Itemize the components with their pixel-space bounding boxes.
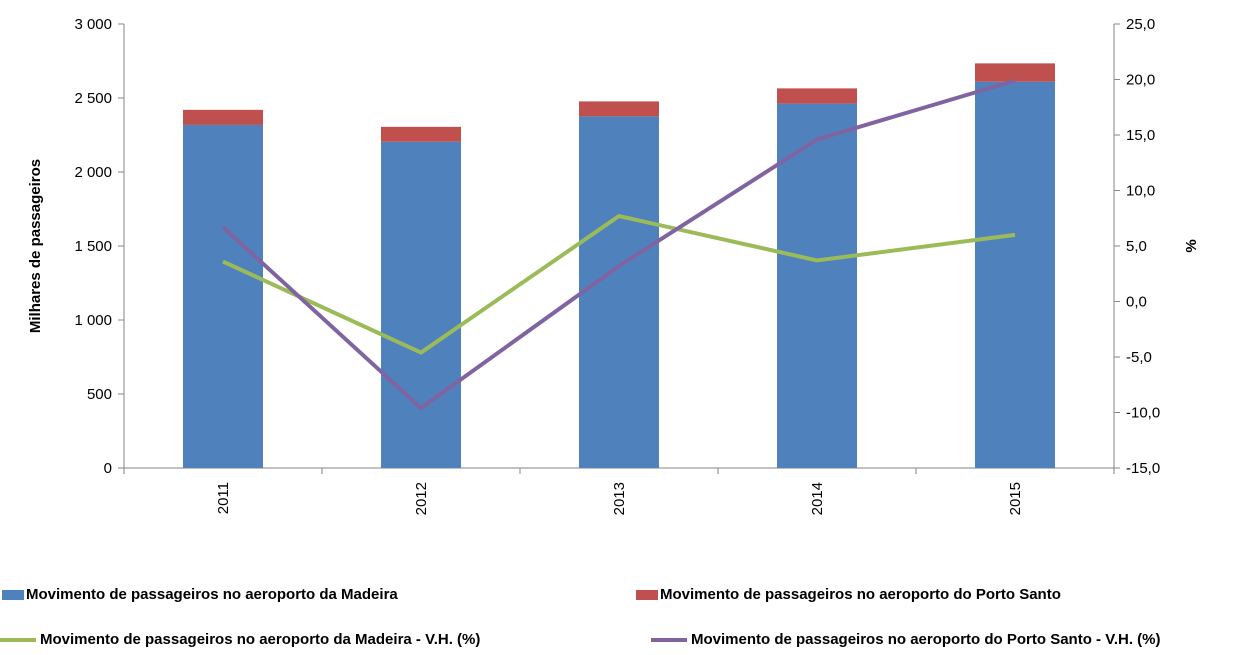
- left-tick-label: 3 000: [74, 16, 112, 33]
- left-tick-label: 1 500: [74, 238, 112, 255]
- legend-label-madeira-vh: Movimento de passageiros no aeroporto da…: [40, 631, 481, 648]
- bar-madeira: [777, 103, 857, 469]
- legend-label-porto-santo-vh: Movimento de passageiros no aeroporto do…: [691, 631, 1161, 648]
- legend-swatch-madeira: [2, 589, 24, 600]
- legend-swatch-porto-santo: [636, 589, 658, 600]
- right-tick-label: 15,0: [1126, 127, 1155, 144]
- bar-porto-santo: [975, 63, 1055, 82]
- right-tick-label: -10,0: [1126, 405, 1160, 422]
- left-tick-label: 500: [87, 386, 112, 403]
- bar-porto-santo: [777, 88, 857, 104]
- left-tick-label: 2 500: [74, 90, 112, 107]
- right-tick-label: -15,0: [1126, 460, 1160, 477]
- y-right-axis-title: %: [1183, 239, 1200, 252]
- bar-madeira: [183, 124, 263, 468]
- legend-swatch-madeira-vh: [0, 637, 36, 642]
- x-tick-label: 2015: [1007, 482, 1024, 515]
- bar-porto-santo: [183, 109, 263, 125]
- line-madeira-vh: [222, 214, 1016, 355]
- right-tick-label: 25,0: [1126, 16, 1155, 33]
- legend-item-porto-santo: Movimento de passageiros no aeroporto do…: [636, 586, 1061, 603]
- legend-label-porto-santo: Movimento de passageiros no aeroporto do…: [660, 586, 1061, 603]
- x-tick-label: 2011: [215, 482, 232, 514]
- left-tick-label: 1 000: [74, 312, 112, 329]
- y-left-axis-title: Milhares de passageiros: [27, 159, 44, 333]
- bar-madeira: [579, 116, 659, 469]
- left-tick-label: 2 000: [74, 164, 112, 181]
- bar-porto-santo: [579, 101, 659, 117]
- x-tick-label: 2013: [611, 482, 628, 515]
- right-tick-label: 20,0: [1126, 72, 1155, 89]
- legend-item-madeira: Movimento de passageiros no aeroporto da…: [2, 586, 398, 603]
- right-tick-label: 0,0: [1126, 294, 1147, 311]
- legend-item-porto-santo-vh: Movimento de passageiros no aeroporto do…: [651, 631, 1161, 648]
- bar-porto-santo: [381, 126, 461, 142]
- left-tick-label: 0: [104, 460, 112, 477]
- legend-label-madeira: Movimento de passageiros no aeroporto da…: [26, 586, 398, 603]
- legend-swatch-porto-santo-vh: [651, 637, 687, 642]
- x-tick-label: 2014: [809, 482, 826, 515]
- right-tick-label: -5,0: [1126, 349, 1152, 366]
- chart: 0 500 1 000 1 500 2 000 2 500 3 000 -15,0 -10,0 -…: [27, 16, 1200, 515]
- line-porto-santo-vh: [221, 78, 1016, 411]
- bar-madeira: [381, 141, 461, 469]
- x-tick-label: 2012: [413, 482, 430, 515]
- bar-madeira: [975, 81, 1055, 468]
- right-tick-label: 5,0: [1126, 238, 1147, 255]
- legend-item-madeira-vh: Movimento de passageiros no aeroporto da…: [0, 631, 480, 648]
- right-tick-label: 10,0: [1126, 183, 1155, 200]
